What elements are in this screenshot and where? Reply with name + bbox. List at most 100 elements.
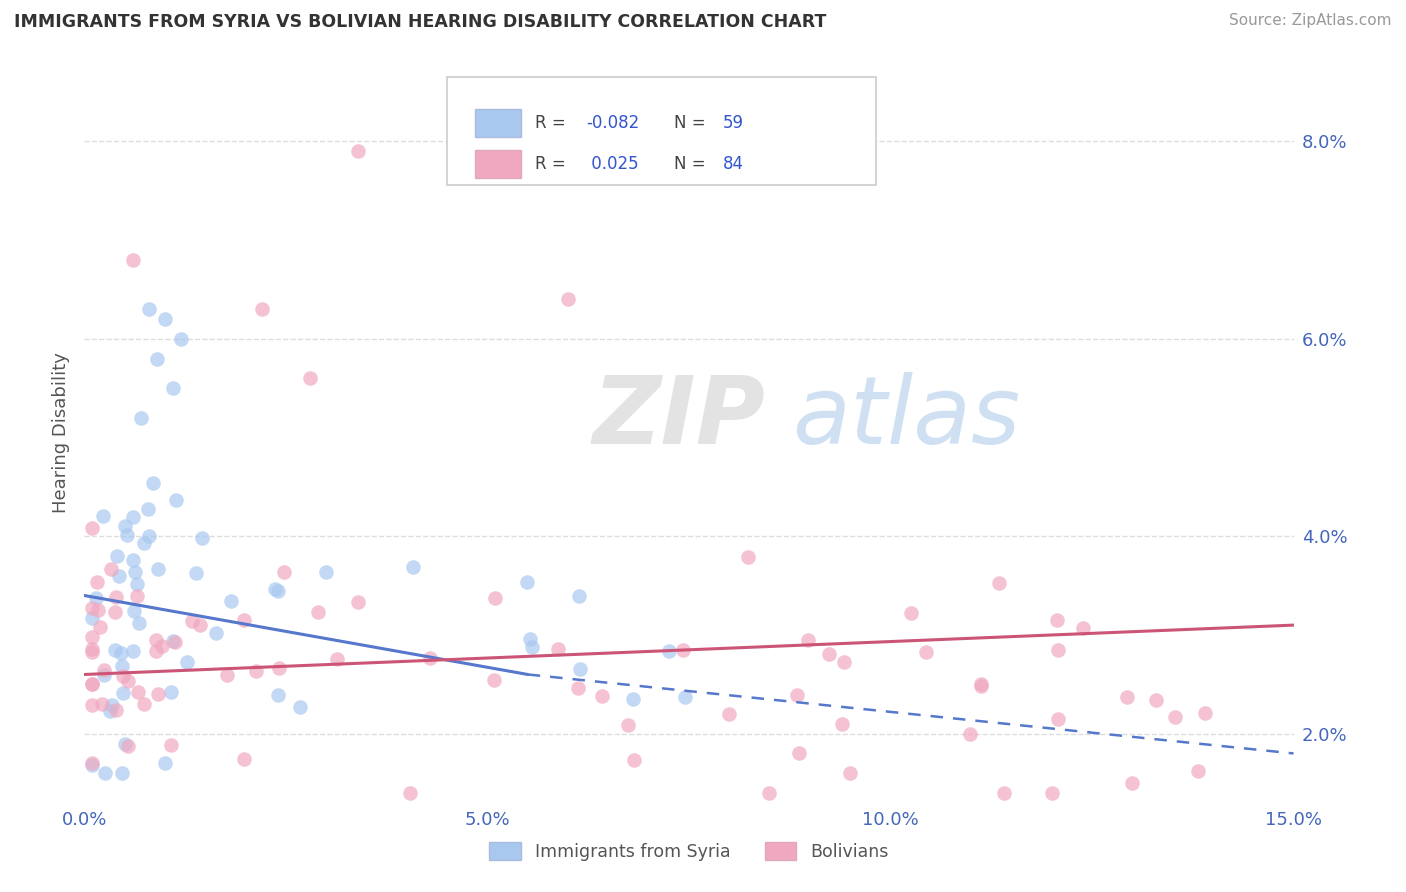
Point bbox=[1046, 613, 1069, 627]
Point bbox=[82, 756, 104, 771]
Point bbox=[522, 640, 544, 655]
Point bbox=[100, 562, 122, 576]
Point bbox=[91, 509, 114, 524]
Point bbox=[267, 688, 290, 702]
Point bbox=[82, 644, 104, 658]
Text: R =: R = bbox=[536, 154, 571, 173]
Point bbox=[217, 668, 239, 682]
Point bbox=[267, 661, 290, 675]
Point bbox=[94, 766, 117, 780]
Point bbox=[82, 521, 104, 535]
Text: Source: ZipAtlas.com: Source: ZipAtlas.com bbox=[1229, 13, 1392, 29]
Point bbox=[148, 687, 170, 701]
FancyBboxPatch shape bbox=[475, 150, 520, 178]
Point bbox=[1040, 786, 1063, 800]
Point bbox=[1047, 643, 1070, 657]
Text: 59: 59 bbox=[723, 114, 744, 132]
Point bbox=[993, 786, 1015, 800]
Point bbox=[145, 632, 167, 647]
Point bbox=[737, 550, 759, 565]
Point bbox=[191, 532, 214, 546]
FancyBboxPatch shape bbox=[475, 109, 520, 136]
Point bbox=[1121, 776, 1143, 790]
Text: N =: N = bbox=[675, 154, 711, 173]
Point bbox=[264, 582, 287, 596]
Point bbox=[82, 630, 104, 644]
Point bbox=[672, 643, 695, 657]
Y-axis label: Hearing Disability: Hearing Disability bbox=[52, 352, 70, 513]
Text: 0.025: 0.025 bbox=[586, 154, 638, 173]
Point bbox=[900, 607, 922, 621]
Point bbox=[153, 312, 176, 326]
Point bbox=[142, 475, 165, 490]
Point bbox=[162, 381, 184, 395]
Point bbox=[245, 664, 267, 678]
Point bbox=[121, 643, 143, 657]
Point bbox=[112, 668, 135, 682]
Point bbox=[970, 680, 993, 694]
Point bbox=[117, 674, 139, 689]
Point bbox=[89, 620, 111, 634]
Point bbox=[162, 634, 184, 648]
Point bbox=[419, 651, 441, 665]
Point bbox=[159, 738, 181, 752]
Text: R =: R = bbox=[536, 114, 571, 132]
Point bbox=[105, 549, 128, 563]
Point bbox=[153, 756, 176, 771]
Point bbox=[796, 633, 818, 648]
Point bbox=[1115, 690, 1137, 705]
Point bbox=[111, 766, 134, 780]
Point bbox=[121, 252, 143, 267]
Point bbox=[519, 632, 541, 647]
Point bbox=[104, 605, 127, 619]
Point bbox=[326, 652, 349, 666]
Point bbox=[165, 492, 187, 507]
Point bbox=[114, 737, 136, 751]
Point bbox=[114, 519, 136, 533]
Text: -0.082: -0.082 bbox=[586, 114, 640, 132]
Text: atlas: atlas bbox=[792, 372, 1019, 463]
Text: 84: 84 bbox=[723, 154, 744, 173]
Text: N =: N = bbox=[675, 114, 711, 132]
Point bbox=[399, 786, 422, 800]
Point bbox=[86, 575, 108, 590]
Point bbox=[658, 644, 681, 658]
Point bbox=[110, 646, 132, 660]
Point bbox=[621, 692, 644, 706]
Point bbox=[1046, 712, 1069, 726]
Point bbox=[145, 643, 167, 657]
Point bbox=[188, 617, 211, 632]
Point bbox=[267, 583, 290, 598]
Point bbox=[128, 616, 150, 631]
Point bbox=[121, 509, 143, 524]
Point bbox=[1071, 621, 1094, 635]
Point bbox=[132, 697, 155, 711]
Point bbox=[288, 699, 311, 714]
Point bbox=[307, 606, 329, 620]
Point bbox=[111, 659, 134, 673]
Point bbox=[108, 569, 131, 583]
Point bbox=[219, 594, 242, 608]
Point bbox=[159, 684, 181, 698]
Point bbox=[547, 641, 569, 656]
Point bbox=[402, 560, 425, 574]
Point bbox=[90, 697, 112, 711]
Point bbox=[232, 752, 254, 766]
Legend: Immigrants from Syria, Bolivians: Immigrants from Syria, Bolivians bbox=[482, 836, 896, 868]
Point bbox=[758, 786, 780, 800]
Point bbox=[250, 302, 273, 317]
Point bbox=[111, 686, 134, 700]
Point bbox=[181, 614, 204, 628]
Point bbox=[146, 351, 169, 366]
FancyBboxPatch shape bbox=[447, 78, 876, 185]
Point bbox=[1194, 706, 1216, 721]
Point bbox=[557, 293, 579, 307]
Point bbox=[832, 655, 855, 669]
Point bbox=[100, 704, 122, 718]
Point bbox=[105, 590, 128, 604]
Point bbox=[176, 655, 198, 669]
Point bbox=[170, 332, 193, 346]
Point bbox=[82, 642, 104, 657]
Point bbox=[831, 716, 853, 731]
Point bbox=[117, 528, 139, 542]
